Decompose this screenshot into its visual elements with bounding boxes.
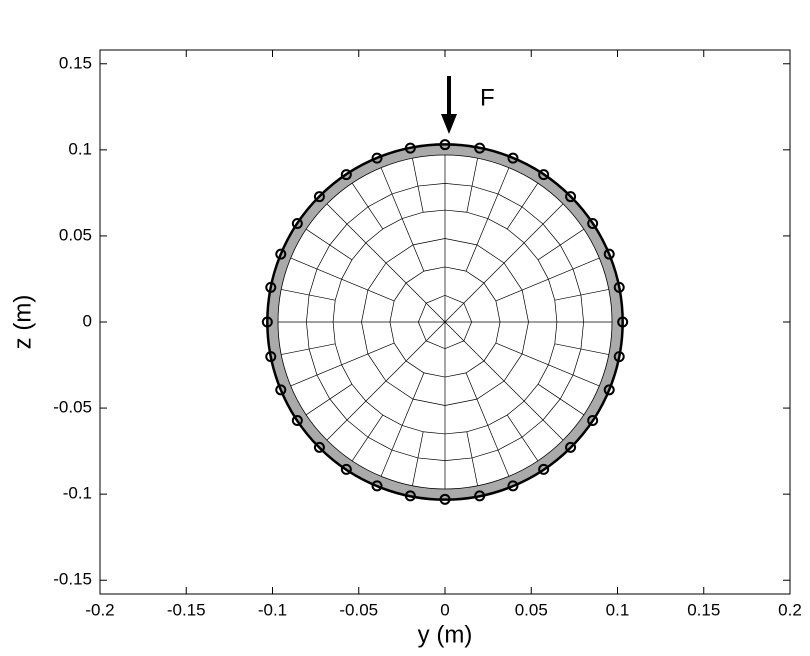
node (275, 248, 287, 260)
node (613, 281, 625, 293)
mesh-edge (405, 321, 446, 362)
x-tick-label: -0.1 (258, 600, 287, 619)
mesh-edge (506, 182, 539, 230)
mesh-edge (465, 372, 489, 426)
mesh-edge (365, 360, 407, 402)
mesh-edge (465, 218, 489, 272)
mesh-edge (487, 167, 510, 219)
y-tick-label: 0.05 (59, 225, 92, 244)
mesh-edge (412, 431, 424, 486)
mesh-edge (380, 167, 403, 219)
mesh-edge (351, 414, 384, 462)
x-tick-label: 0.2 (778, 600, 802, 619)
node (474, 142, 486, 154)
mesh-edge (281, 343, 336, 355)
mesh-edge (444, 321, 485, 362)
force-arrowhead (441, 114, 457, 134)
node (340, 463, 352, 475)
node (340, 169, 352, 181)
node (371, 480, 383, 492)
node (291, 414, 303, 426)
node (587, 414, 599, 426)
mesh-edge (523, 400, 564, 441)
node (404, 142, 416, 154)
node (275, 384, 287, 396)
y-tick-label: 0.15 (59, 53, 92, 72)
mesh-edge (466, 431, 478, 486)
mesh-edge (405, 282, 446, 323)
mesh-edge (537, 383, 585, 416)
mesh-edge (495, 342, 549, 366)
node (371, 152, 383, 164)
node (439, 493, 451, 505)
y-tick-label: -0.05 (53, 398, 92, 417)
node (404, 490, 416, 502)
node (603, 248, 615, 260)
node (313, 441, 325, 453)
mesh-edge (487, 425, 510, 477)
node (439, 139, 451, 151)
node (603, 384, 615, 396)
mesh-edge (341, 278, 395, 302)
node (565, 441, 577, 453)
mesh-edge (380, 425, 403, 477)
mesh-edge (495, 278, 549, 302)
mesh-edge (554, 289, 609, 301)
mesh-edge (483, 360, 525, 402)
annotation: F (480, 84, 495, 111)
node (265, 351, 277, 363)
mesh-edge (401, 372, 425, 426)
mesh-edge (290, 364, 342, 387)
mesh-edge (466, 158, 478, 213)
node (613, 351, 625, 363)
mesh-edge (326, 400, 367, 441)
node (291, 218, 303, 230)
y-tick-label: 0 (83, 311, 92, 330)
y-axis-label: z (m) (9, 295, 36, 350)
x-tick-label: -0.2 (85, 600, 114, 619)
node (313, 191, 325, 203)
mesh-edge (444, 282, 485, 323)
mesh-edge (305, 228, 353, 261)
node (474, 490, 486, 502)
mesh-edge (554, 343, 609, 355)
node (265, 281, 277, 293)
mesh-edge (412, 158, 424, 213)
node (538, 463, 550, 475)
y-tick-label: -0.1 (63, 484, 92, 503)
node (507, 480, 519, 492)
x-tick-label: 0 (440, 600, 449, 619)
x-tick-label: -0.05 (339, 600, 378, 619)
x-tick-label: 0.15 (687, 600, 720, 619)
mesh-edge (548, 364, 600, 387)
mesh-edge (506, 414, 539, 462)
y-tick-label: -0.15 (53, 570, 92, 589)
mesh-edge (326, 203, 367, 244)
y-tick-label: 0.1 (68, 139, 92, 158)
mesh-edge (537, 228, 585, 261)
mesh-edge (290, 257, 342, 280)
x-tick-label: 0.05 (515, 600, 548, 619)
mesh-edge (365, 242, 407, 284)
mesh-edge (483, 242, 525, 284)
x-tick-label: -0.15 (167, 600, 206, 619)
mesh-edge (548, 257, 600, 280)
mesh-edge (281, 289, 336, 301)
mesh-edge (523, 203, 564, 244)
mesh-edge (341, 342, 395, 366)
node (538, 169, 550, 181)
mesh-edge (401, 218, 425, 272)
node (507, 152, 519, 164)
node (587, 218, 599, 230)
mesh-edge (305, 383, 353, 416)
x-axis-label: y (m) (418, 621, 473, 648)
x-tick-label: 0.1 (606, 600, 630, 619)
boundary (266, 143, 624, 501)
node (261, 316, 273, 328)
mesh-edge (351, 182, 384, 230)
node (565, 191, 577, 203)
node (617, 316, 629, 328)
